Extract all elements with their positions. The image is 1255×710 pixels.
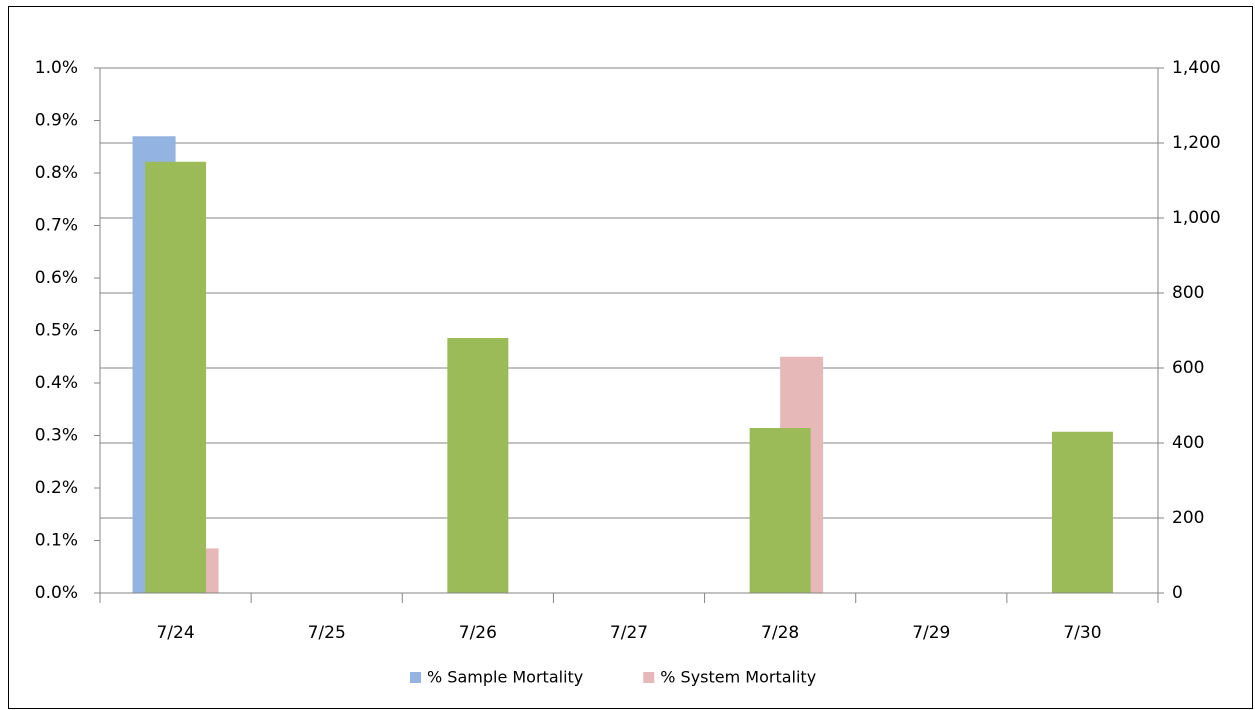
- y2-tick-label: 1,200: [1172, 133, 1221, 153]
- x-tick-label: 7/24: [156, 623, 194, 643]
- x-tick-label: 7/25: [308, 623, 346, 643]
- bar: [145, 161, 207, 593]
- y-tick-label: 0.7%: [35, 216, 78, 236]
- y-tick-label: 0.1%: [35, 531, 78, 551]
- y-tick-label: 1.0%: [35, 58, 78, 78]
- legend-swatch: [410, 672, 421, 683]
- legend-label: % System Mortality: [660, 668, 816, 687]
- y-tick-label: 0.3%: [35, 426, 78, 446]
- bar: [447, 338, 509, 593]
- y2-tick-label: 600: [1172, 358, 1204, 378]
- y-tick-label: 0.4%: [35, 373, 78, 393]
- y2-tick-label: 0: [1172, 583, 1183, 603]
- x-tick-label: 7/29: [912, 623, 950, 643]
- y2-tick-label: 400: [1172, 433, 1204, 453]
- x-tick-label: 7/30: [1063, 623, 1101, 643]
- legend-label: % Sample Mortality: [427, 668, 583, 687]
- bar: [749, 428, 811, 593]
- x-tick-label: 7/26: [459, 623, 497, 643]
- y-tick-label: 0.2%: [35, 478, 78, 498]
- bar: [1051, 431, 1113, 593]
- y-tick-label: 0.6%: [35, 268, 78, 288]
- y-tick-label: 0.8%: [35, 163, 78, 183]
- legend-swatch: [643, 672, 655, 683]
- y2-tick-label: 1,400: [1172, 58, 1221, 78]
- x-tick-label: 7/28: [761, 623, 799, 643]
- y2-tick-label: 200: [1172, 508, 1204, 528]
- y-tick-label: 0.9%: [35, 111, 78, 131]
- x-tick-label: 7/27: [610, 623, 648, 643]
- y-tick-label: 0.5%: [35, 321, 78, 341]
- y2-tick-label: 1,000: [1172, 208, 1221, 228]
- y2-tick-label: 800: [1172, 283, 1204, 303]
- y-tick-label: 0.0%: [35, 583, 78, 603]
